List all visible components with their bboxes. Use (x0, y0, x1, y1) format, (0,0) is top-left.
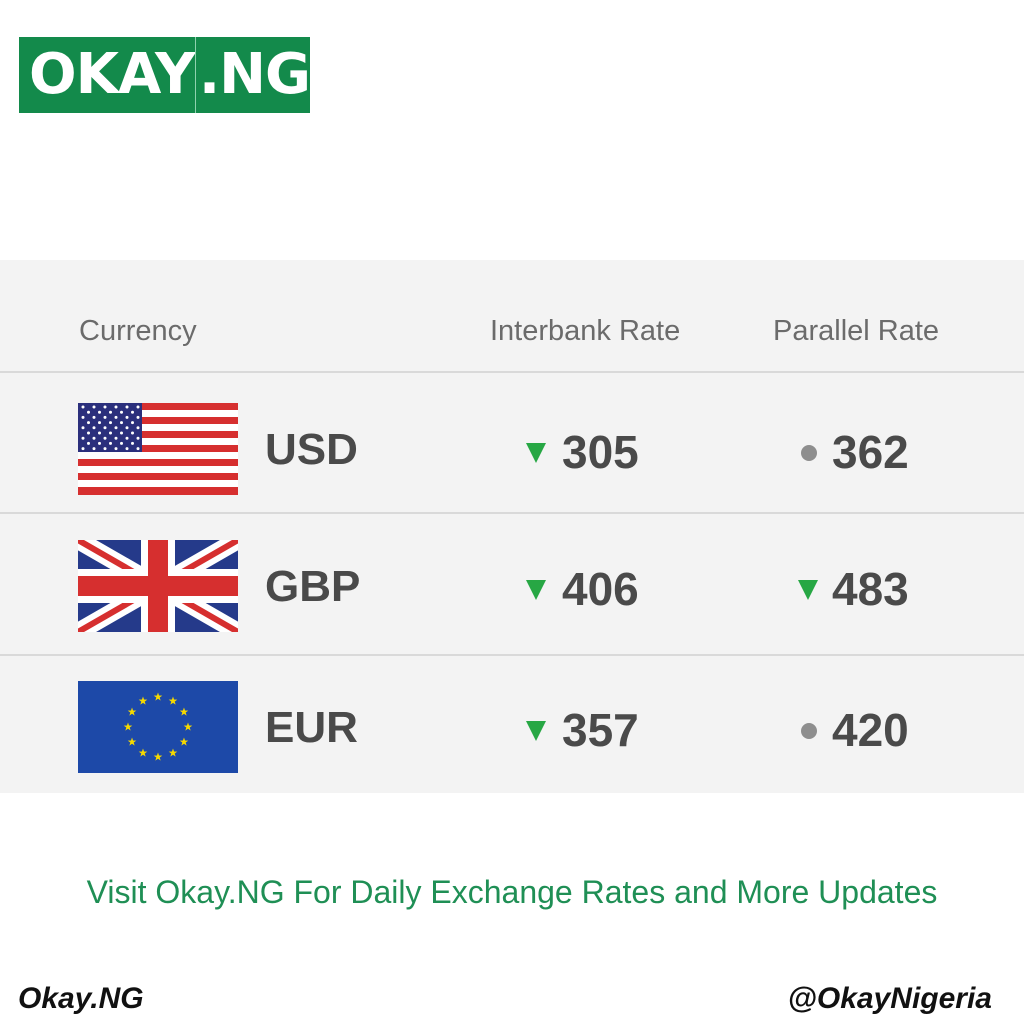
interbank-rate: 357 (562, 704, 639, 756)
currency-code: USD (265, 425, 358, 474)
table-row-usd: USD 305 362 (0, 403, 1024, 495)
divider (0, 654, 1024, 656)
parallel-rate: 483 (832, 563, 909, 615)
exchange-rate-table: Currency Interbank Rate Parallel Rate US… (0, 260, 1024, 793)
parallel-rate: 362 (832, 426, 909, 478)
header-interbank-rate: Interbank Rate (490, 315, 681, 347)
us-flag-icon (78, 403, 238, 495)
divider (0, 371, 1024, 373)
unchanged-dot-icon (801, 723, 817, 739)
unchanged-dot-icon (801, 445, 817, 461)
divider (0, 512, 1024, 514)
down-arrow-icon (526, 443, 546, 463)
eu-flag-icon (78, 681, 238, 773)
okay-ng-logo: OKAY .NG (19, 37, 311, 113)
table-row-eur: EUR 357 420 (0, 681, 1024, 773)
social-handle: @OkayNigeria (787, 982, 992, 1015)
footer-tagline: Visit Okay.NG For Daily Exchange Rates a… (86, 874, 938, 910)
currency-code: EUR (265, 703, 358, 752)
down-arrow-icon (526, 580, 546, 600)
uk-flag-icon (78, 540, 238, 632)
logo-text-okay: OKAY (29, 42, 196, 107)
interbank-rate: 305 (562, 426, 639, 478)
down-arrow-icon (798, 580, 818, 600)
site-name: Okay.NG (18, 982, 144, 1015)
header-currency: Currency (79, 315, 197, 347)
logo-text-ng: .NG (198, 42, 311, 107)
down-arrow-icon (526, 721, 546, 741)
table-row-gbp: GBP 406 483 (0, 540, 1024, 632)
currency-code: GBP (265, 562, 361, 611)
header-parallel-rate: Parallel Rate (773, 315, 940, 347)
parallel-rate: 420 (832, 704, 909, 756)
interbank-rate: 406 (562, 563, 639, 615)
